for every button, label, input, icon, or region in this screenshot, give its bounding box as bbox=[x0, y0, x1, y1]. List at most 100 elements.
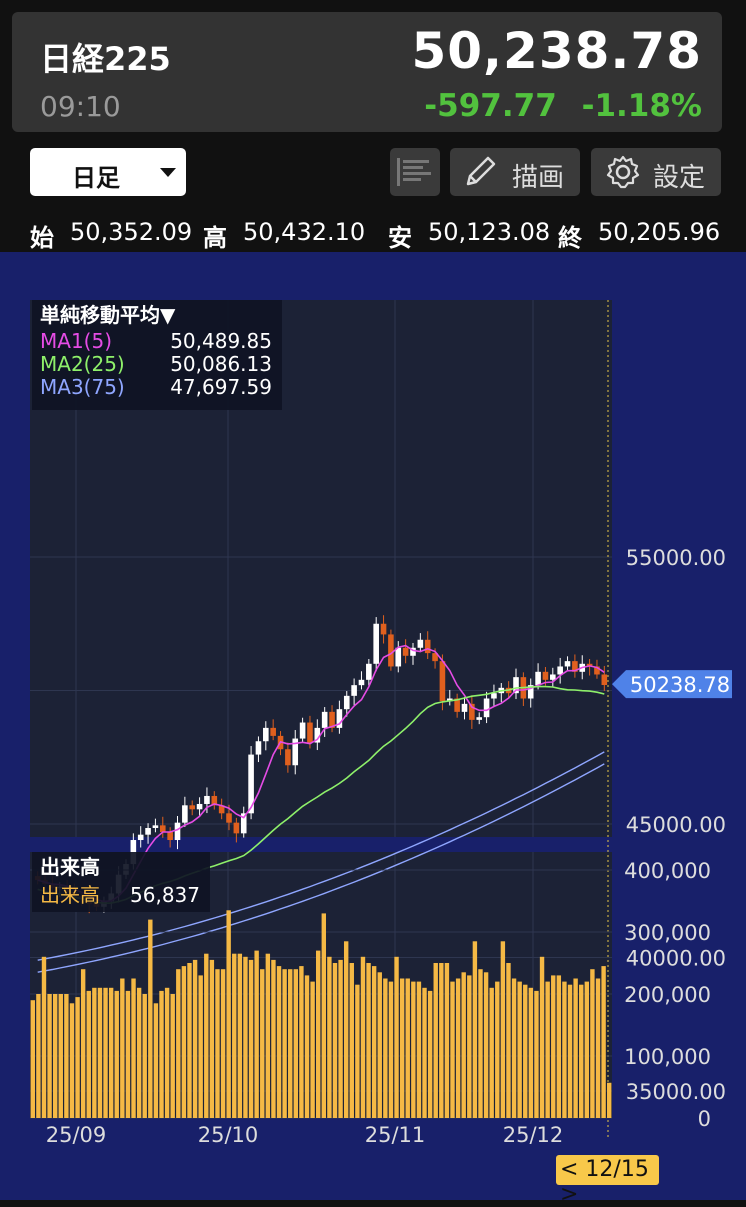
ma-legend-name: MA3(75) bbox=[40, 375, 125, 399]
open-value: 50,352.09 bbox=[70, 218, 193, 246]
volume-bar bbox=[198, 975, 203, 1118]
list-icon bbox=[397, 158, 431, 186]
volume-bar bbox=[467, 975, 472, 1118]
volume-bar bbox=[97, 987, 103, 1118]
quote-header: 日経225 09:10 50,238.78 -597.77 -1.18% bbox=[12, 12, 722, 132]
candle bbox=[248, 754, 254, 814]
period-dropdown[interactable]: 日足 bbox=[30, 148, 186, 196]
volume-bar bbox=[534, 990, 539, 1118]
volume-bar bbox=[461, 972, 466, 1118]
candle bbox=[292, 738, 299, 766]
volume-bar bbox=[209, 959, 215, 1118]
volume-bar bbox=[187, 963, 192, 1118]
volume-bar bbox=[316, 950, 321, 1118]
volume-bar bbox=[108, 987, 114, 1118]
candle bbox=[402, 647, 409, 656]
candle bbox=[417, 639, 424, 648]
close-value: 50,205.96 bbox=[598, 218, 721, 246]
ma-legend-value: 50,489.85 bbox=[170, 329, 272, 353]
settings-button[interactable]: 設定 bbox=[591, 148, 721, 196]
volume-bar bbox=[164, 987, 170, 1118]
volume-bar bbox=[265, 953, 271, 1118]
volume-bar bbox=[136, 987, 142, 1118]
ohlc-bar: 始 50,352.09 高 50,432.10 安 50,123.08 終 50… bbox=[0, 214, 746, 254]
volume-bar bbox=[551, 975, 556, 1118]
volume-bar bbox=[293, 969, 299, 1118]
x-tick-label: 25/10 bbox=[198, 1123, 259, 1147]
volume-bar bbox=[243, 956, 248, 1118]
volume-bar bbox=[517, 981, 522, 1118]
candle bbox=[483, 698, 490, 718]
candle bbox=[174, 822, 181, 841]
candle bbox=[454, 698, 460, 712]
candle bbox=[196, 803, 203, 810]
volume-tick-label: 200,000 bbox=[624, 983, 711, 1007]
volume-bar bbox=[232, 953, 237, 1118]
candle bbox=[351, 685, 357, 696]
candle bbox=[476, 717, 483, 720]
x-tick-label: 25/09 bbox=[46, 1123, 107, 1147]
volume-bar bbox=[500, 941, 506, 1118]
candle bbox=[461, 703, 468, 712]
list-button[interactable] bbox=[390, 148, 440, 196]
candle bbox=[432, 653, 438, 662]
price-tick-label: 45000.00 bbox=[626, 813, 726, 837]
ma3-band-line bbox=[37, 763, 605, 973]
candle bbox=[557, 666, 563, 675]
volume-bar bbox=[338, 959, 343, 1118]
low-value: 50,123.08 bbox=[428, 218, 551, 246]
candle bbox=[601, 674, 608, 685]
candle bbox=[329, 711, 335, 728]
candle bbox=[137, 834, 144, 841]
candle bbox=[314, 727, 321, 743]
volume-bar bbox=[92, 987, 97, 1118]
volume-bar bbox=[590, 969, 595, 1118]
chart-area[interactable]: 55000.00 45000.00 40000.00 35000.00 50238.78… bbox=[0, 252, 746, 1207]
volume-bar bbox=[131, 978, 136, 1118]
volume-bar bbox=[416, 981, 422, 1118]
candle bbox=[594, 666, 600, 675]
volume-bar bbox=[64, 994, 69, 1118]
volume-bar bbox=[271, 959, 276, 1118]
x-tick-label: 25/12 bbox=[503, 1123, 564, 1147]
volume-bar bbox=[310, 981, 315, 1118]
volume-bar bbox=[567, 984, 573, 1118]
selected-date-badge[interactable]: < 12/15 > bbox=[556, 1155, 659, 1207]
candle bbox=[535, 671, 541, 686]
candle bbox=[152, 825, 159, 829]
volume-bar bbox=[444, 963, 450, 1118]
volume-bar bbox=[47, 994, 52, 1118]
volume-bar bbox=[36, 994, 41, 1118]
volume-bar bbox=[114, 990, 119, 1118]
volume-bar bbox=[52, 994, 58, 1118]
candle bbox=[167, 832, 173, 841]
settings-label: 設定 bbox=[653, 163, 706, 193]
volume-bar bbox=[282, 969, 287, 1118]
price-chart[interactable]: 55000.00 45000.00 40000.00 35000.00 50238.78… bbox=[0, 252, 746, 1200]
volume-bar bbox=[148, 919, 153, 1118]
candle bbox=[263, 727, 269, 742]
volume-bar bbox=[595, 978, 601, 1118]
candle bbox=[380, 623, 387, 635]
change-amount: -597.77 bbox=[424, 88, 557, 124]
volume-bar bbox=[478, 969, 483, 1118]
volume-bar bbox=[159, 990, 164, 1118]
candle bbox=[424, 639, 431, 654]
candle bbox=[240, 813, 247, 834]
volume-bar bbox=[181, 966, 187, 1118]
candle bbox=[307, 722, 313, 743]
ma-legend-name: MA1(5) bbox=[40, 329, 112, 353]
volume-bar bbox=[388, 981, 394, 1118]
candle bbox=[211, 795, 218, 806]
candle bbox=[564, 661, 571, 667]
volume-bar bbox=[248, 959, 254, 1118]
volume-tick-label: 300,000 bbox=[624, 921, 711, 945]
current-price-label: 50238.78 bbox=[630, 673, 730, 697]
volume-bar bbox=[75, 997, 80, 1118]
volume-bar bbox=[579, 984, 584, 1118]
volume-bar bbox=[472, 941, 478, 1118]
price-tick-label: 35000.00 bbox=[626, 1080, 726, 1104]
high-label: 高 bbox=[203, 224, 227, 252]
pencil-icon bbox=[466, 156, 496, 186]
draw-button[interactable]: 描画 bbox=[450, 148, 580, 196]
